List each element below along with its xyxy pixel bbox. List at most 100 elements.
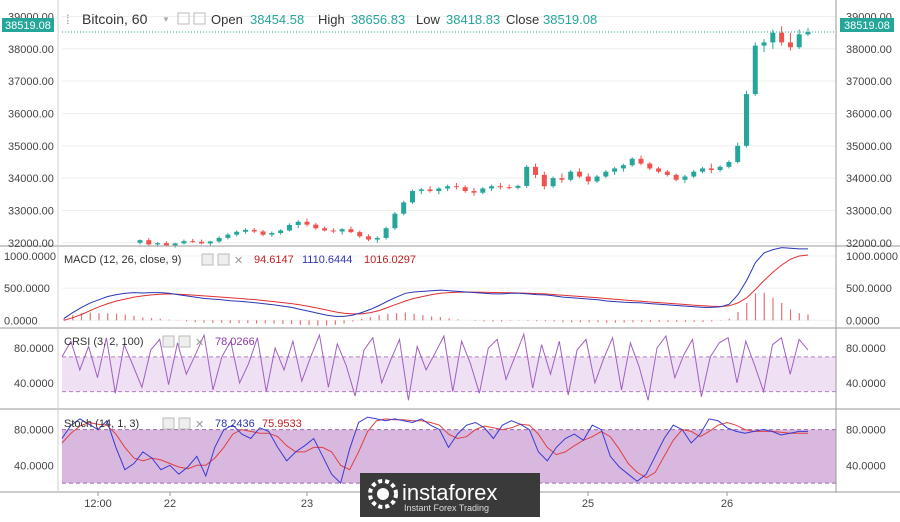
- candle-body: [181, 241, 187, 244]
- price-tick-left: 34000.00: [8, 173, 54, 185]
- macd-close-icon[interactable]: ✕: [234, 255, 243, 267]
- candle-body: [541, 174, 547, 187]
- settings-icon[interactable]: [193, 12, 206, 25]
- crsi-settings-icon[interactable]: [178, 335, 191, 348]
- symbol-label: Bitcoin, 60: [82, 11, 148, 27]
- crsi-legend: CRSI (3, 2, 100) ✕ 78.0266: [64, 335, 255, 349]
- price-tick-right: 38000.00: [846, 44, 892, 56]
- time-tick-label: 12:00: [84, 498, 112, 510]
- candle-body: [339, 229, 345, 232]
- macd-tick-left: 0.0000: [4, 315, 38, 327]
- price-tick-right: 33000.00: [846, 205, 892, 217]
- candle-body: [172, 243, 178, 246]
- crsi-tick-right: 80.0000: [846, 343, 886, 355]
- stoch-d-value: 75.9533: [262, 418, 302, 430]
- candle-body: [155, 243, 161, 245]
- candle-body: [427, 189, 433, 192]
- candle-body: [559, 178, 565, 180]
- crsi-tick-right: 40.0000: [846, 378, 886, 390]
- low-value: 38418.83: [446, 12, 500, 27]
- visibility-icon[interactable]: [177, 12, 190, 25]
- candle-body: [576, 171, 582, 177]
- macd-hist-value: 94.6147: [254, 254, 294, 266]
- low-label: Low: [416, 12, 440, 27]
- last-price-tag-left: 38519.08: [2, 18, 54, 32]
- candle-body: [664, 171, 670, 175]
- stoch-visibility-icon[interactable]: [162, 417, 175, 430]
- candle-body: [453, 186, 459, 188]
- candle-body: [313, 224, 319, 229]
- crsi-close-icon[interactable]: ✕: [195, 337, 204, 349]
- macd-line: [63, 247, 808, 319]
- macd-signal-line: [63, 254, 809, 321]
- macd-settings-icon[interactable]: [217, 253, 230, 266]
- svg-text:38519.08: 38519.08: [844, 20, 890, 32]
- candle-body: [251, 229, 257, 232]
- stoch-tick-right: 40.0000: [846, 460, 886, 472]
- macd-legend: MACD (12, 26, close, 9) ✕ 94.6147 1110.6…: [64, 253, 416, 267]
- candle-body: [242, 229, 248, 232]
- candle-body: [647, 163, 653, 169]
- candle-body: [779, 32, 785, 43]
- candle-body: [594, 176, 600, 182]
- candle-body: [207, 241, 213, 244]
- candle-body: [497, 186, 503, 188]
- candle-body: [322, 228, 328, 231]
- price-tick-right: 34000.00: [846, 173, 892, 185]
- price-pane[interactable]: [62, 26, 836, 248]
- candle-body: [199, 241, 205, 244]
- candle-body: [743, 94, 749, 146]
- candle-body: [506, 187, 512, 189]
- open-label: Open: [211, 12, 243, 27]
- close-label: Close: [506, 12, 539, 27]
- candle-body: [620, 165, 626, 169]
- stoch-settings-icon[interactable]: [178, 417, 191, 430]
- candle-body: [234, 231, 240, 235]
- candle-body: [752, 45, 758, 95]
- crsi-line: [61, 332, 809, 401]
- candle-body: [348, 229, 354, 233]
- drag-handle-icon[interactable]: ⁞: [66, 12, 70, 27]
- candle-body: [137, 240, 143, 243]
- grid-lines: [62, 16, 836, 321]
- macd-tick-right: 0.0000: [846, 315, 880, 327]
- candle-body: [787, 42, 793, 48]
- high-label: High: [318, 12, 345, 27]
- svg-text:38519.08: 38519.08: [5, 20, 51, 32]
- crsi-pane[interactable]: [61, 332, 836, 401]
- candle-body: [216, 237, 222, 242]
- candle-body: [568, 171, 574, 180]
- candle-body: [717, 166, 723, 171]
- candle-body: [163, 243, 169, 246]
- candle-body: [761, 42, 767, 46]
- stoch-close-icon[interactable]: ✕: [195, 419, 204, 431]
- candle-body: [612, 168, 618, 172]
- time-tick-label: 26: [721, 498, 733, 510]
- price-tick-left: 36000.00: [8, 108, 54, 120]
- instaforex-watermark: instaforex Instant Forex Trading: [360, 473, 540, 517]
- candle-body: [436, 188, 442, 192]
- macd-tick-left: 500.0000: [4, 283, 50, 295]
- open-value: 38454.58: [250, 12, 304, 27]
- candle-body: [330, 230, 336, 232]
- crsi-value: 78.0266: [215, 336, 255, 348]
- candle-body: [462, 187, 468, 192]
- macd-tick-right: 1000.0000: [846, 251, 898, 263]
- candle-body: [524, 166, 530, 186]
- candle-body: [409, 191, 415, 203]
- candle-body: [805, 32, 811, 35]
- candle-body: [673, 174, 679, 180]
- collapse-icon[interactable]: ▼: [162, 15, 170, 24]
- crsi-band: [62, 356, 836, 392]
- candle-body: [515, 185, 521, 188]
- candle-body: [418, 189, 424, 192]
- price-tick-right: 37000.00: [846, 76, 892, 88]
- macd-pane[interactable]: [63, 247, 809, 326]
- price-legend: ⁞ Bitcoin, 60 ▼ Open 38454.58 High 38656…: [66, 11, 597, 27]
- candle-body: [286, 224, 292, 231]
- macd-visibility-icon[interactable]: [201, 253, 214, 266]
- crsi-visibility-icon[interactable]: [162, 335, 175, 348]
- candle-body: [445, 186, 451, 189]
- candle-body: [603, 171, 609, 177]
